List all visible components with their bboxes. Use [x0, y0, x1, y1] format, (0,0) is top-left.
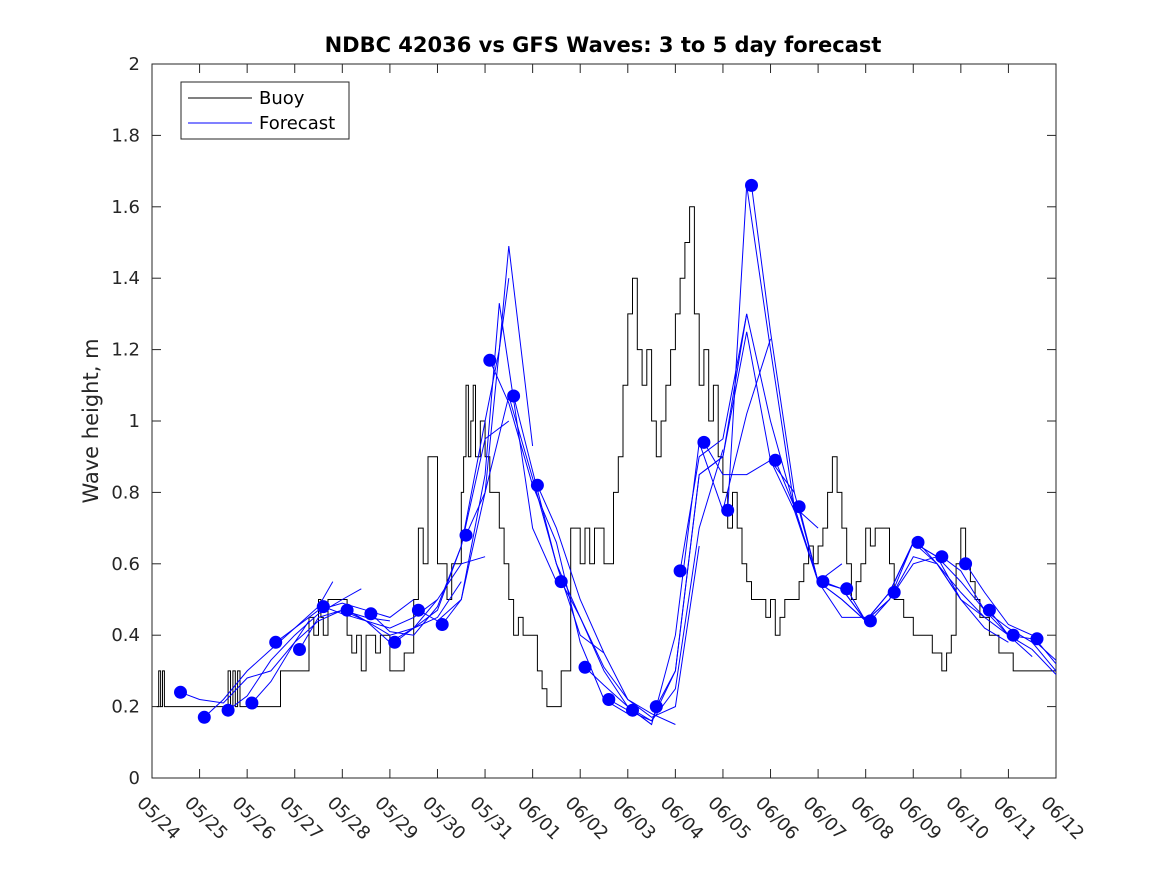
x-tick-label: 05/26 [228, 793, 280, 845]
axes-box [151, 63, 1057, 779]
forecast-marker [721, 503, 735, 517]
x-tick-label: 06/04 [656, 793, 708, 845]
x-tick-label: 06/08 [846, 793, 898, 845]
x-tick-label: 05/25 [180, 793, 232, 845]
x-tick-label: 06/03 [608, 793, 660, 845]
y-tick-label: 0.4 [111, 625, 140, 646]
buoy-series-line [156, 206, 1056, 708]
forecast-marker [507, 389, 521, 403]
forecast-marker [554, 575, 568, 589]
forecast-marker [459, 528, 473, 542]
forecast-marker [435, 618, 449, 631]
y-tick-label: 1.4 [111, 268, 140, 289]
forecast-series-line [370, 420, 510, 636]
y-tick-label: 0.6 [111, 554, 140, 575]
forecast-series-line [989, 609, 1057, 661]
forecast-marker [911, 535, 925, 549]
x-tick-label: 05/27 [275, 793, 327, 845]
forecast-marker [816, 575, 830, 589]
y-tick-label: 0.8 [111, 482, 140, 503]
y-tick-label: 1 [129, 411, 140, 432]
legend: Buoy Forecast [180, 81, 350, 140]
forecast-marker [673, 564, 687, 578]
forecast-marker [745, 178, 758, 192]
x-tick-label: 06/05 [703, 793, 755, 845]
forecast-marker [959, 557, 973, 571]
forecast-marker [578, 660, 592, 674]
legend-forecast-label: Forecast [259, 113, 335, 134]
plot-area: 00.20.40.60.811.21.41.61.8205/2405/2505/… [111, 54, 1088, 844]
forecast-marker [626, 703, 639, 717]
y-tick-label: 0 [129, 768, 140, 789]
x-tick-label: 06/09 [894, 793, 946, 845]
forecast-marker [174, 685, 187, 699]
forecast-marker [483, 353, 497, 367]
forecast-series-line [275, 599, 415, 643]
forecast-marker [245, 696, 259, 710]
x-tick-label: 05/24 [132, 793, 184, 845]
forecast-series-line [536, 485, 676, 725]
forecast-marker [411, 603, 425, 617]
x-tick-label: 06/02 [561, 793, 613, 845]
forecast-marker [269, 635, 283, 649]
x-tick-label: 06/12 [1036, 793, 1088, 845]
forecast-marker [840, 582, 854, 596]
forecast-marker [364, 607, 378, 621]
forecast-marker [293, 643, 306, 656]
y-axis-label: Wave height, m [79, 338, 103, 503]
forecast-marker [221, 703, 235, 717]
forecast-marker [792, 500, 806, 514]
chart-title: NDBC 42036 vs GFS Waves: 3 to 5 day fore… [325, 33, 882, 57]
y-tick-label: 1.2 [111, 340, 140, 361]
forecast-marker [530, 478, 544, 492]
forecast-marker [768, 453, 782, 467]
forecast-marker [863, 614, 877, 628]
x-tick-label: 06/10 [941, 793, 993, 845]
forecast-marker [935, 550, 949, 564]
x-tick-label: 06/06 [751, 793, 803, 845]
forecast-marker [197, 710, 211, 724]
y-tick-label: 1.8 [111, 125, 140, 146]
forecast-series-line [917, 542, 1057, 675]
x-tick-label: 05/28 [323, 793, 375, 845]
forecast-marker [316, 600, 330, 614]
x-tick-label: 05/30 [418, 793, 470, 845]
x-tick-label: 06/07 [799, 793, 851, 845]
forecast-marker [649, 700, 663, 714]
forecast-marker [982, 603, 996, 617]
x-tick-label: 05/29 [370, 793, 422, 845]
forecast-marker [388, 635, 402, 649]
legend-buoy-label: Buoy [259, 88, 305, 109]
legend-box [180, 81, 350, 140]
forecast-series-line [441, 303, 557, 625]
forecast-series-line [227, 588, 362, 711]
forecast-series-line [965, 563, 1057, 665]
forecast-marker [887, 585, 901, 599]
x-tick-label: 06/01 [513, 793, 565, 845]
forecast-marker [1030, 632, 1044, 646]
x-tick-label: 06/11 [989, 793, 1041, 845]
forecast-marker [340, 603, 354, 617]
forecast-series-line [560, 545, 700, 718]
forecast-series-line [465, 394, 605, 654]
forecast-marker [1006, 628, 1020, 642]
y-tick-label: 1.6 [111, 197, 140, 218]
x-tick-label: 05/31 [466, 793, 518, 845]
y-tick-label: 2 [129, 54, 140, 75]
forecast-marker [697, 435, 711, 449]
y-tick-label: 0.2 [111, 697, 140, 718]
forecast-marker [602, 693, 616, 706]
